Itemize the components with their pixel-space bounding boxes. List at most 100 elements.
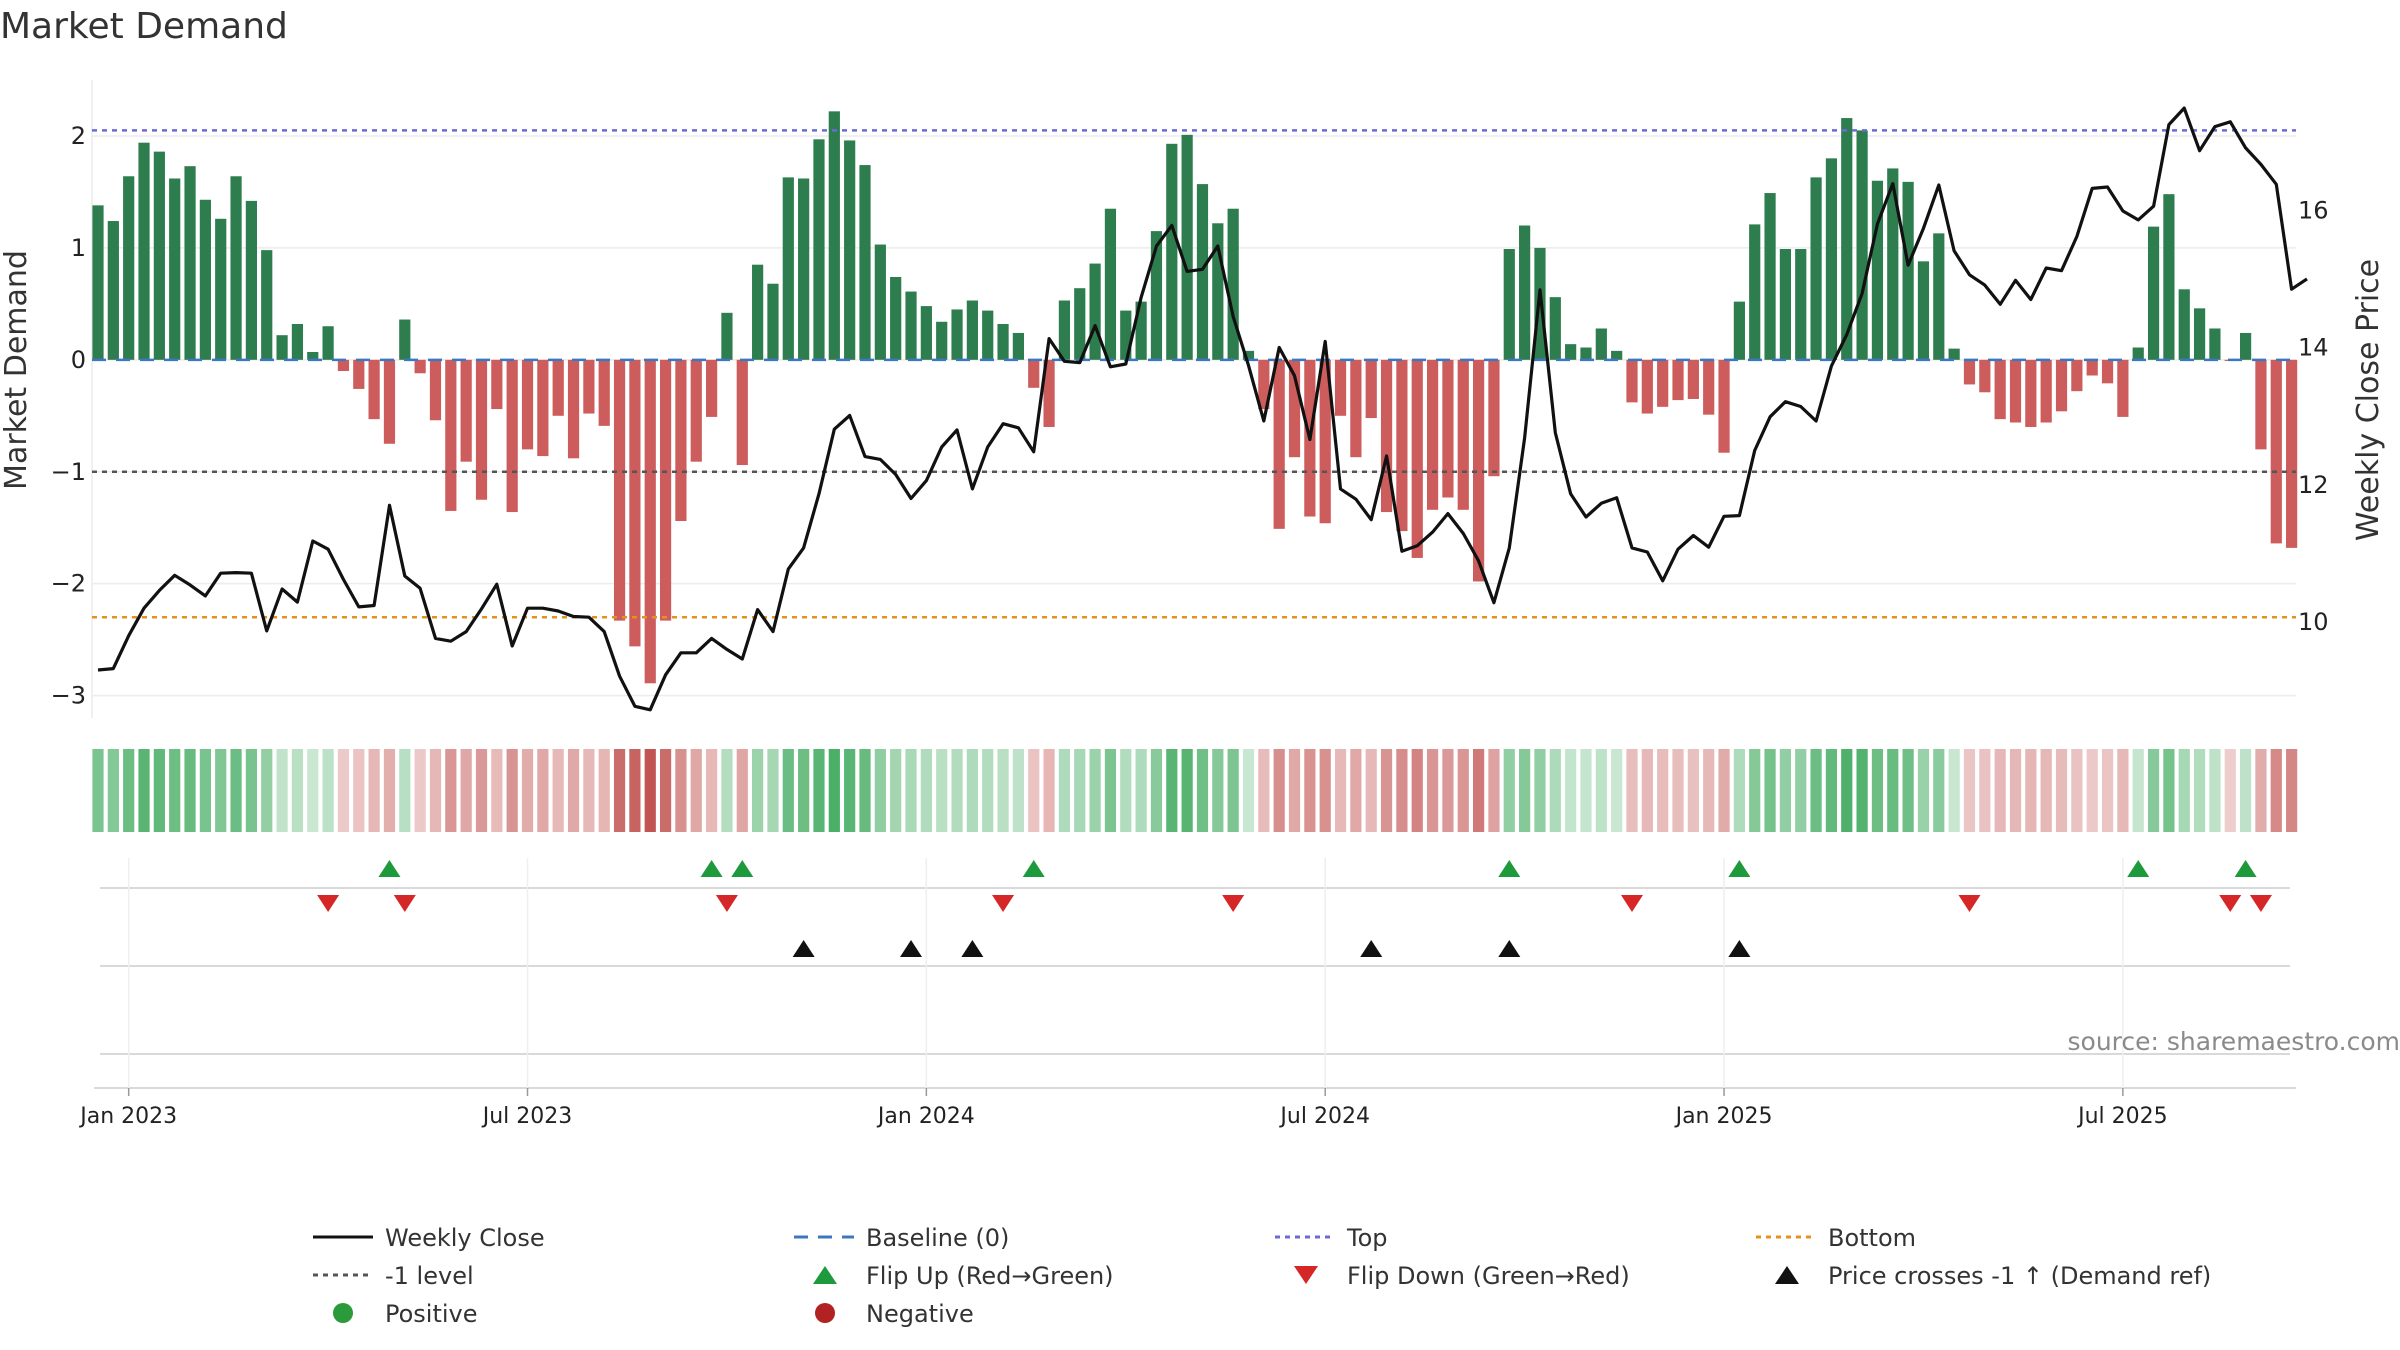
heat-cell-57 <box>966 749 978 832</box>
demand-bar-119 <box>1917 261 1930 360</box>
y-tick-left-0: 2 <box>71 122 86 150</box>
heat-cell-128 <box>2055 749 2068 832</box>
heat-cell-67 <box>1120 749 1132 832</box>
heat-cell-142 <box>2270 749 2282 832</box>
demand-bar-39 <box>690 359 702 462</box>
demand-bar-56 <box>951 309 963 360</box>
price-cross-marker-1 <box>900 940 923 957</box>
demand-bar-82 <box>1350 359 1362 458</box>
demand-bar-71 <box>1181 134 1193 360</box>
demand-bar-65 <box>1089 263 1101 360</box>
demand-bars <box>92 111 2298 684</box>
heat-cell-22 <box>429 749 442 832</box>
demand-bar-30 <box>552 359 564 416</box>
demand-bar-98 <box>1595 328 1607 360</box>
y-axis-right: 16 14 12 10 <box>2298 196 2329 636</box>
demand-bar-28 <box>521 359 534 450</box>
demand-bar-107 <box>1733 301 1745 360</box>
price-cross-marker-2 <box>961 940 984 957</box>
heat-cell-10 <box>245 749 257 832</box>
heat-cell-69 <box>1150 749 1163 832</box>
flip-up-marker-2 <box>731 860 754 877</box>
heat-cell-20 <box>399 749 411 832</box>
heat-cell-137 <box>2193 749 2206 832</box>
heat-cell-93 <box>1519 749 1531 832</box>
svg-text:-1 level: -1 level <box>385 1262 474 1290</box>
heat-cell-11 <box>261 749 273 832</box>
legend-item-top: Top <box>1275 1224 1388 1252</box>
demand-bar-95 <box>1549 297 1561 360</box>
heat-cell-4 <box>153 749 165 832</box>
heat-cell-28 <box>521 749 534 832</box>
heat-cell-98 <box>1595 749 1607 832</box>
svg-text:Top: Top <box>1346 1224 1388 1252</box>
weekly-close-line <box>97 106 2308 712</box>
demand-bar-8 <box>215 218 227 360</box>
heat-cell-71 <box>1181 749 1193 832</box>
demand-bar-85 <box>1396 359 1408 532</box>
price-cross-marker-0 <box>792 940 815 957</box>
y-tick-right-3: 10 <box>2298 608 2329 636</box>
heat-cell-5 <box>169 749 181 832</box>
heat-cell-3 <box>138 749 150 832</box>
heat-cell-121 <box>1948 749 1960 832</box>
demand-bar-110 <box>1779 249 1791 360</box>
heat-cell-127 <box>2040 749 2052 832</box>
demand-bar-73 <box>1212 223 1224 360</box>
demand-bar-67 <box>1120 310 1132 360</box>
heat-cell-84 <box>1380 749 1393 832</box>
demand-bar-55 <box>936 321 948 360</box>
heat-cell-32 <box>583 749 595 832</box>
heat-cell-29 <box>537 749 549 832</box>
demand-bar-37 <box>659 359 672 621</box>
demand-bar-78 <box>1288 359 1301 458</box>
demand-bar-1 <box>107 221 119 360</box>
demand-bar-27 <box>506 359 518 513</box>
heat-cell-113 <box>1825 749 1838 832</box>
heat-cell-38 <box>675 749 687 832</box>
demand-bar-116 <box>1871 180 1884 360</box>
demand-bar-77 <box>1273 359 1285 529</box>
demand-bar-59 <box>997 324 1009 360</box>
demand-bar-42 <box>736 359 748 466</box>
demand-bar-20 <box>399 319 411 360</box>
legend-item-positive: Positive <box>333 1300 478 1328</box>
flip-up-marker-0 <box>378 860 401 877</box>
demand-bar-54 <box>920 306 932 360</box>
heat-cell-108 <box>1749 749 1761 832</box>
heat-cell-140 <box>2240 749 2252 832</box>
heat-cell-86 <box>1411 749 1423 832</box>
flip-down-marker-3 <box>992 895 1015 912</box>
svg-text:Flip Down (Green→Red): Flip Down (Green→Red) <box>1347 1262 1630 1290</box>
demand-bar-7 <box>199 199 211 360</box>
heat-cell-49 <box>844 749 856 832</box>
demand-bar-128 <box>2055 359 2068 412</box>
demand-bar-22 <box>429 359 442 421</box>
demand-bar-83 <box>1365 359 1377 419</box>
demand-bar-4 <box>153 151 165 360</box>
heat-cell-129 <box>2071 749 2083 832</box>
heat-cell-26 <box>491 749 503 832</box>
heat-cell-13 <box>291 749 304 832</box>
demand-bar-25 <box>475 359 488 500</box>
heat-cell-45 <box>782 749 794 832</box>
reference-lines <box>92 129 2296 619</box>
heat-cell-25 <box>475 749 488 832</box>
demand-bar-16 <box>337 359 350 372</box>
demand-bar-117 <box>1887 168 1899 360</box>
y-tick-right-1: 14 <box>2298 334 2329 362</box>
demand-bar-143 <box>2286 359 2298 548</box>
legend-item-flip-up: Flip Up (Red→Green) <box>813 1262 1114 1290</box>
signal-rows <box>94 858 2296 1089</box>
demand-bar-38 <box>675 359 687 522</box>
heat-cell-116 <box>1871 749 1884 832</box>
y-axis-left: 2 1 0 −1 −2 −3 <box>51 122 86 710</box>
demand-bar-115 <box>1856 130 1868 360</box>
demand-bar-101 <box>1641 359 1653 414</box>
heat-cell-79 <box>1304 749 1316 832</box>
demand-bar-88 <box>1442 359 1454 498</box>
demand-bar-17 <box>353 359 365 389</box>
heat-cell-97 <box>1580 749 1592 832</box>
price-cross-marker-4 <box>1498 940 1521 957</box>
